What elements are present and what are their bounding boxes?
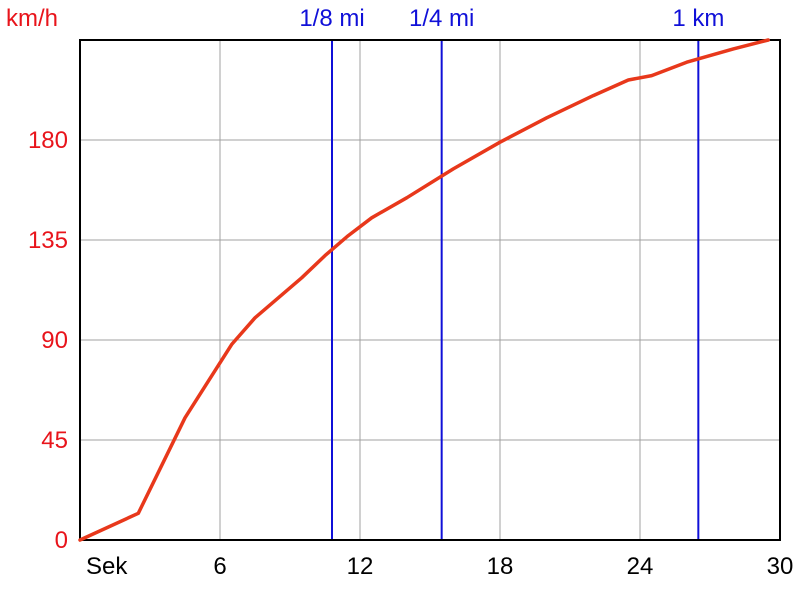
distance-markers: 1/8 mi 1/4 mi 1 km [299, 5, 724, 540]
x-axis-unit-label: Sek [86, 553, 128, 580]
y-tick-label: 0 [55, 527, 68, 554]
x-tick-labels: 6 12 18 24 30 [213, 553, 793, 580]
y-tick-labels: 0 45 90 135 180 [28, 127, 68, 554]
series-group [78, 38, 771, 542]
y-tick-label: 180 [28, 127, 68, 154]
distance-marker-label: 1 km [672, 5, 724, 32]
distance-marker-label: 1/8 mi [299, 5, 364, 32]
x-tick-label: 12 [347, 553, 374, 580]
plot-frame [79, 39, 781, 541]
x-tick-label: 24 [627, 553, 654, 580]
grid-lines [80, 40, 780, 540]
y-axis-unit-label: km/h [6, 5, 58, 32]
y-tick-label: 45 [41, 427, 68, 454]
x-tick-label: 6 [213, 553, 226, 580]
x-tick-label: 30 [767, 553, 794, 580]
x-tick-label: 18 [487, 553, 514, 580]
y-tick-label: 135 [28, 227, 68, 254]
y-tick-label: 90 [41, 327, 68, 354]
distance-marker-label: 1/4 mi [409, 5, 474, 32]
speed-series-line [78, 38, 771, 542]
